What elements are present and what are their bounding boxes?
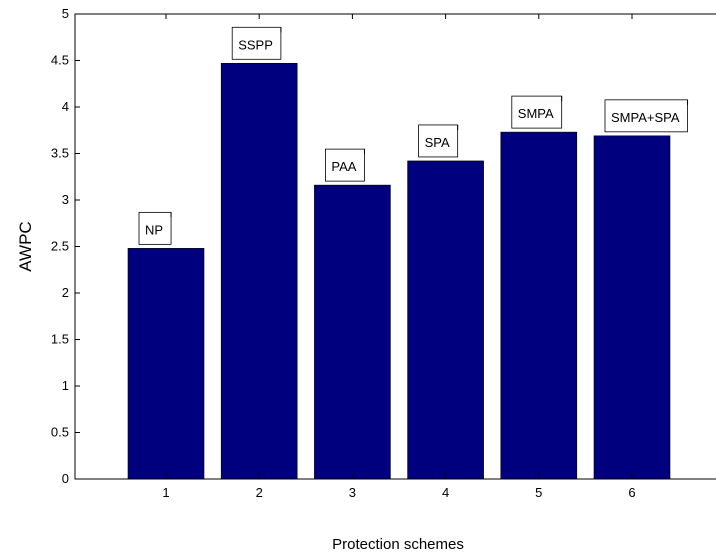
bar-5 — [501, 132, 577, 479]
x-axis-label: Protection schemes — [332, 536, 464, 553]
annotation-6: SMPA+SPA — [611, 110, 680, 125]
annotation-4: SPA — [425, 135, 450, 150]
x-tick-label: 3 — [349, 485, 356, 500]
bar-4 — [408, 161, 484, 479]
y-tick-label: 2.5 — [51, 239, 69, 254]
bar-6 — [594, 136, 670, 479]
bar-1 — [128, 248, 204, 479]
y-tick-label: 1 — [62, 378, 69, 393]
y-tick-label: 3 — [62, 192, 69, 207]
x-tick-label: 6 — [628, 485, 635, 500]
y-tick-label: 3.5 — [51, 146, 69, 161]
y-tick-label: 0.5 — [51, 425, 69, 440]
y-axis-label: AWPC — [16, 221, 35, 271]
y-tick-label: 1.5 — [51, 332, 69, 347]
annotation-1: NP — [145, 222, 163, 237]
x-tick-label: 1 — [162, 485, 169, 500]
annotation-3: PAA — [331, 159, 356, 174]
y-tick-label: 0 — [62, 471, 69, 486]
y-tick-label: 5 — [62, 6, 69, 21]
y-tick-label: 4 — [62, 99, 69, 114]
x-tick-label: 5 — [535, 485, 542, 500]
annotation-5: SMPA — [518, 106, 554, 121]
x-tick-label: 2 — [256, 485, 263, 500]
x-tick-label: 4 — [442, 485, 449, 500]
bar-2 — [221, 63, 297, 479]
y-tick-label: 4.5 — [51, 53, 69, 68]
bar-3 — [314, 185, 390, 479]
bars-group — [128, 63, 670, 479]
annotation-2: SSPP — [238, 37, 273, 52]
y-tick-label: 2 — [62, 285, 69, 300]
